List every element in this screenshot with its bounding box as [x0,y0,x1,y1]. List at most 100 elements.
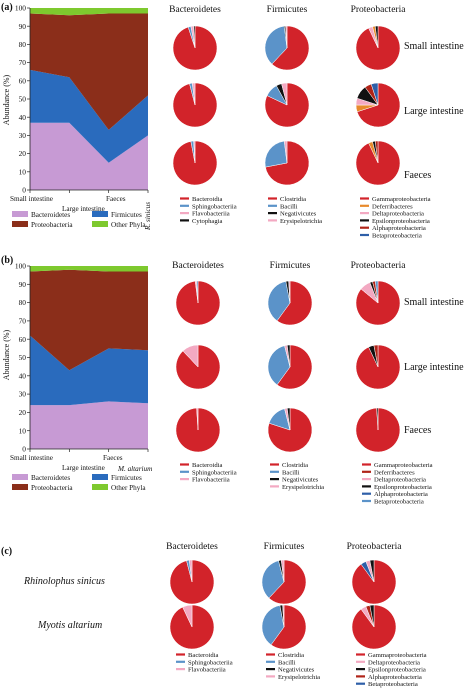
pie-slice-pink [285,25,288,49]
x-label-host: M. altarium [117,465,152,473]
pie-legend-label: Deltaproteobacteria [374,477,426,484]
pie-legend-label: Deferribacteres [374,469,415,476]
pie-legend-label: Alphaproteobacteria [374,491,428,498]
row-label: Rhinolophus sinicus [23,576,105,587]
column-title: Bacteroidetes [166,542,218,552]
column-title: Proteobacteria [347,542,403,552]
pie-legend-label: Gammaproteobacteria [372,196,431,203]
pie-slice-pink [288,280,291,304]
pie-legend-label: Deferribacteres [372,203,413,210]
legend-swatch [92,484,108,490]
row-label: Large intestine [404,362,464,373]
pie-b-r0-c2 [355,280,401,326]
pie-slice-pink [191,82,196,106]
y-tick-label: 30 [19,390,27,399]
pie-slice-red [268,559,307,605]
y-axis-label: Abundance (%) [2,329,11,380]
pie-legend-label: Sphingobacteriia [188,659,233,666]
panel-label: (a) [1,2,13,13]
pie-slice-black [376,407,379,431]
pie-legend-label: Clostridia [282,462,308,469]
area-bacteroidetes [30,401,148,449]
y-tick-label: 100 [15,262,26,271]
y-tick-label: 30 [19,131,27,140]
pie-legend-label: Erysipelotrichia [282,484,324,491]
pie-slice-pink [182,604,193,628]
pie-b-r0-c0 [175,280,221,326]
pie-legend-label: Bacteroidia [192,462,222,469]
pie-slice-red [271,25,310,71]
pie-slice-lightblue [261,605,285,646]
pie-slice-black [286,407,291,431]
pie-legend-label: Alphaproteobacteria [372,225,426,232]
y-axis-label: Abundance (%) [2,74,11,125]
pie-a-r1-c0 [172,82,218,128]
pie-b-r2-c1 [267,407,313,453]
pie-b-r2-c0 [175,407,221,453]
pie-c-r0-c1 [261,559,307,605]
y-tick-label: 10 [19,167,27,176]
column-title: Proteobacteria [351,5,407,15]
column-title: Bacteroidetes [169,5,221,15]
x-label-faeces: Faeces [106,195,126,203]
pie-legend-label: Betaproteobacteria [368,681,418,688]
legend-swatch [12,211,28,217]
legend-label: Bacteroidetes [31,211,70,219]
pie-slice-pink [283,140,288,164]
pie-legend-label: Epsilonproteobacteria [372,218,430,225]
pie-slice-red [276,344,313,390]
y-tick-label: 40 [19,113,27,122]
pie-slice-lightblue [267,345,291,386]
pie-slice-red [270,604,307,650]
pie-b-r0-c1 [267,280,313,326]
x-label-small-intestine: Small intestine [10,454,53,462]
pie-legend-label: Epsilonproteobacteria [374,484,432,491]
legend-label: Firmicutes [111,211,142,219]
y-tick-label: 50 [19,95,27,104]
pie-a-r2-c1 [264,140,310,186]
x-label-faeces: Faeces [103,454,123,462]
panel-label: (b) [1,255,13,266]
y-tick-label: 90 [19,280,27,289]
pie-legend-label: Deltaproteobacteria [368,659,420,666]
x-label-large-intestine: Large intestine [62,205,105,213]
y-tick-label: 20 [19,149,27,158]
pie-slice-pink [282,604,285,628]
panel-b-area-chart: 0 10 20 30 40 50 60 70 80 90 100 [15,262,149,454]
y-tick-label: 0 [22,445,26,454]
area-proteobacteria [30,13,148,130]
pie-slice-black [374,25,379,49]
row-label: Faeces [404,170,431,181]
pie-b-r1-c1 [267,344,313,390]
area-firmicutes [30,335,148,406]
pie-legend-label: Bacilli [282,469,300,476]
area-other-phyla [30,8,148,16]
legend-swatch [12,484,28,490]
pie-c-r1-c2 [351,604,397,650]
column-title: Firmicutes [270,261,311,271]
pie-slice-red [356,82,401,128]
pie-legend-label: Cytophagia [192,218,222,225]
y-tick-label: 60 [19,335,27,344]
legend-label: Proteobacteria [31,221,73,229]
x-label-small-intestine: Small intestine [10,195,53,203]
row-label: Large intestine [404,106,464,117]
y-tick-label: 20 [19,408,27,417]
column-title: Proteobacteria [351,261,407,271]
legend-swatch [92,221,108,227]
legend-label: Proteobacteria [31,484,73,492]
pie-legend-label: Bacilli [278,659,296,666]
legend-label: Firmicutes [111,474,142,482]
pie-slice-pink [193,140,196,164]
pie-legend-label: Erysipelotrichia [278,674,320,681]
pie-legend-label: Negativicutes [278,667,315,674]
pie-a-r2-c0 [172,140,218,186]
y-tick-label: 10 [19,426,27,435]
pie-legend-label: Sphingobacteriia [192,469,237,476]
panel-a-area-chart: 0 10 20 30 40 50 60 70 80 90 100 [15,4,149,195]
legend-label: Bacteroidetes [31,474,70,482]
pie-c-r1-c1 [261,604,307,650]
pie-b-r1-c2 [355,344,401,390]
legend-swatch [12,221,28,227]
